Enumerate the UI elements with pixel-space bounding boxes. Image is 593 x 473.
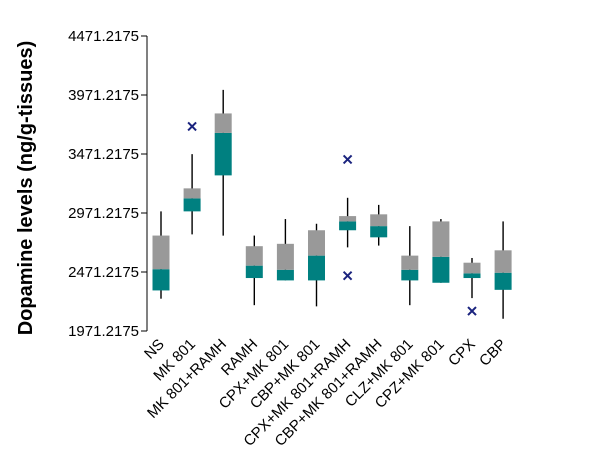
box-upper — [214, 113, 232, 133]
box-8 — [370, 204, 388, 246]
box-upper — [370, 214, 388, 227]
box-lower — [214, 132, 232, 176]
outlier-stroke — [467, 306, 477, 316]
plot-area — [152, 89, 512, 319]
box-upper — [276, 243, 294, 270]
outlier-point — [342, 154, 353, 165]
x-category-label: CPX — [445, 336, 479, 370]
box-lower — [308, 255, 325, 281]
y-tick-label: 3471.2175 — [68, 146, 139, 163]
box-upper — [183, 188, 201, 199]
y-tick-label: 2471.2175 — [68, 264, 139, 281]
box-lower — [183, 198, 201, 212]
box-upper — [308, 230, 325, 256]
outlier-point — [187, 121, 197, 132]
y-tick-label: 1971.2175 — [68, 323, 139, 340]
box-upper — [432, 221, 450, 257]
box-11 — [463, 257, 481, 316]
box-5 — [276, 219, 294, 281]
box-upper — [463, 262, 481, 274]
box-lower — [339, 221, 357, 231]
y-axis-title: Dopamine levels (ng/g-tissues) — [15, 41, 37, 336]
box-10 — [432, 219, 450, 283]
outlier-point — [342, 270, 353, 281]
box-lower — [276, 269, 294, 281]
box-upper — [152, 235, 170, 270]
outlier-stroke — [187, 121, 197, 132]
outlier-point — [467, 306, 477, 316]
box-7 — [339, 154, 357, 281]
y-tick-label: 2971.2175 — [68, 205, 139, 222]
y-tick-label: 3971.2175 — [68, 87, 139, 104]
box-12 — [494, 221, 512, 319]
box-6 — [308, 223, 325, 307]
box-2 — [183, 121, 201, 235]
x-category-label: CBP — [476, 336, 510, 370]
box-1 — [152, 211, 170, 299]
box-3 — [214, 89, 232, 236]
box-lower — [494, 272, 512, 290]
box-lower — [245, 265, 263, 279]
outlier-stroke — [342, 270, 353, 281]
box-upper — [401, 255, 419, 270]
box-lower — [463, 273, 481, 279]
box-4 — [245, 235, 263, 306]
box-upper — [494, 250, 512, 273]
box-lower — [370, 226, 388, 238]
box-lower — [432, 256, 450, 283]
box-upper — [245, 246, 263, 266]
box-upper — [339, 216, 357, 222]
y-axis: 1971.2175 2471.2175 2971.2175 3471.2175 3971… — [68, 28, 148, 340]
y-tick-label: 4471.2175 — [68, 28, 139, 45]
box-lower — [401, 269, 419, 281]
box-9 — [401, 226, 419, 306]
outlier-stroke — [342, 154, 353, 165]
box-lower — [152, 269, 170, 291]
